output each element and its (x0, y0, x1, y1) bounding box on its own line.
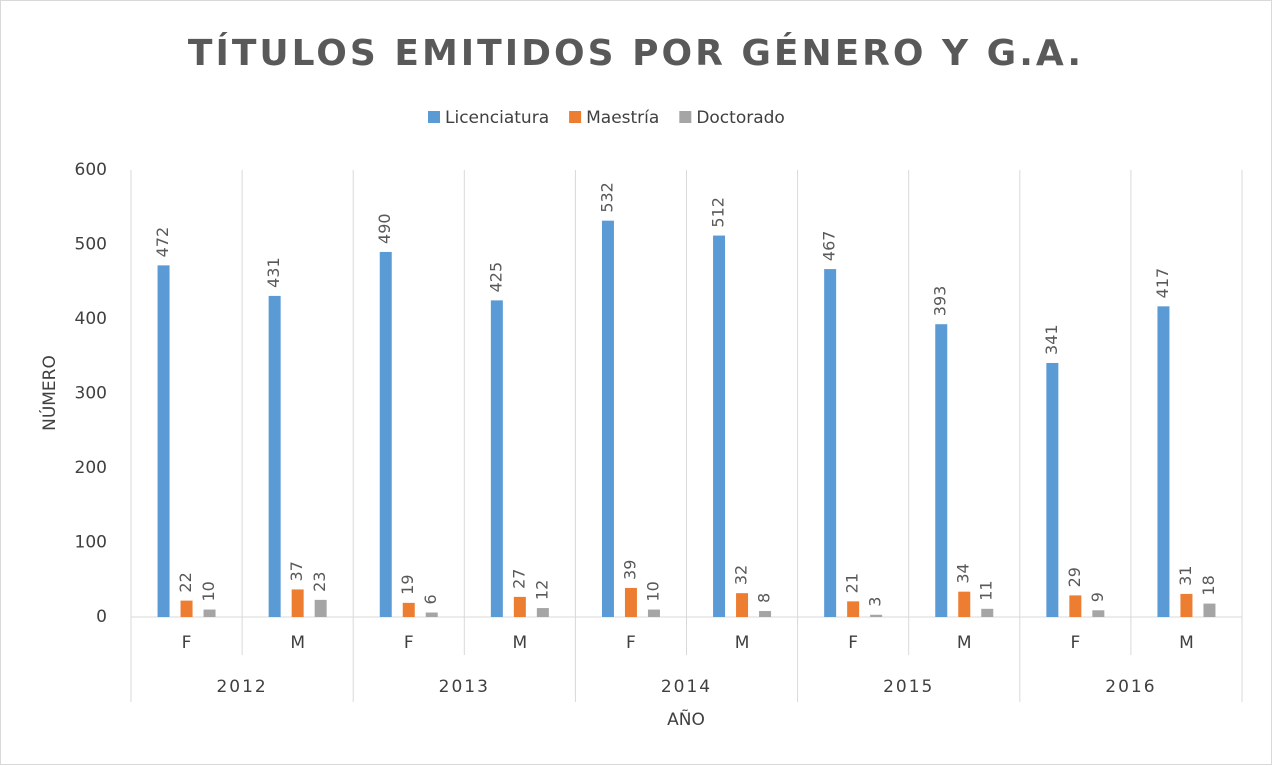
data-label: 32 (732, 565, 751, 585)
bar (935, 324, 948, 617)
data-label: 8 (755, 593, 774, 603)
y-tick-label: 500 (75, 235, 107, 255)
data-label: 6 (421, 594, 440, 604)
x-axis-label: AÑO (667, 708, 705, 730)
bar (536, 608, 549, 617)
x-tick-label: F (626, 633, 636, 653)
bar (291, 589, 304, 617)
legend-label: Maestría (586, 108, 659, 128)
data-label: 467 (820, 231, 839, 262)
group-label: 2014 (661, 677, 712, 697)
x-tick-label: M (735, 633, 750, 653)
bar (157, 265, 170, 617)
data-label: 10 (643, 581, 662, 601)
data-label: 532 (597, 182, 616, 213)
bar (402, 602, 415, 617)
data-label: 417 (1153, 268, 1172, 299)
bar (490, 300, 503, 617)
data-label: 490 (375, 213, 394, 244)
bar (513, 596, 526, 617)
bar (824, 269, 837, 617)
bar (314, 599, 327, 617)
data-label: 18 (1199, 575, 1218, 595)
data-label: 393 (931, 286, 950, 317)
data-label: 10 (199, 581, 218, 601)
group-label: 2016 (1105, 677, 1156, 697)
x-tick-label: M (957, 633, 972, 653)
bar (1092, 610, 1105, 617)
bar (425, 612, 438, 617)
bar (713, 235, 726, 617)
data-label: 31 (1176, 566, 1195, 586)
bar (870, 614, 883, 617)
legend-swatch (679, 111, 692, 123)
bar (624, 587, 637, 617)
x-tick-label: M (1179, 633, 1194, 653)
y-tick-label: 600 (75, 160, 107, 180)
data-label: 9 (1088, 592, 1107, 602)
data-label: 425 (486, 262, 505, 293)
group-label: 2012 (216, 677, 267, 697)
data-label: 23 (310, 572, 329, 592)
x-tick-label: M (290, 633, 305, 653)
data-label: 19 (398, 574, 417, 594)
bar (1046, 362, 1059, 617)
bar (736, 593, 749, 617)
legend-label: Doctorado (696, 108, 785, 128)
x-tick-label: F (848, 633, 858, 653)
data-label: 22 (176, 572, 195, 592)
data-label: 34 (954, 563, 973, 583)
data-label: 21 (843, 573, 862, 593)
bar (1069, 595, 1082, 617)
data-label: 29 (1065, 567, 1084, 587)
bar (180, 600, 193, 617)
bar (759, 611, 772, 617)
bar (601, 220, 614, 617)
bar (1157, 306, 1170, 617)
data-label: 341 (1042, 324, 1061, 355)
x-tick-label: F (404, 633, 414, 653)
data-label: 472 (153, 227, 172, 258)
data-label: 12 (532, 580, 551, 600)
data-label: 512 (709, 197, 728, 228)
bar (958, 591, 971, 617)
group-label: 2013 (439, 677, 490, 697)
legend-label: Licenciatura (445, 108, 549, 128)
data-label: 11 (977, 580, 996, 600)
bar (379, 251, 392, 617)
legend-swatch (428, 111, 440, 123)
data-label: 431 (264, 257, 283, 288)
x-tick-label: M (513, 633, 528, 653)
y-axis-label: NÚMERO (38, 355, 60, 431)
y-tick-label: 200 (75, 458, 107, 478)
bar (647, 609, 660, 617)
bar (203, 609, 216, 617)
x-tick-label: F (182, 633, 192, 653)
y-tick-label: 100 (75, 533, 107, 553)
x-tick-label: F (1070, 633, 1080, 653)
group-label: 2015 (883, 677, 934, 697)
data-label: 3 (866, 597, 885, 607)
data-label: 39 (620, 560, 639, 580)
bar (1180, 593, 1193, 617)
legend-swatch (569, 111, 582, 123)
bar (1203, 603, 1216, 617)
y-tick-label: 0 (96, 607, 107, 627)
data-label: 37 (287, 561, 306, 581)
data-label: 27 (509, 569, 528, 589)
bar (847, 601, 860, 617)
bar (268, 295, 281, 617)
bar (981, 608, 994, 617)
y-tick-label: 300 (75, 384, 107, 404)
chart-title: TÍTULOS EMITIDOS POR GÉNERO Y G.A. (188, 32, 1084, 74)
y-tick-label: 400 (75, 309, 107, 329)
